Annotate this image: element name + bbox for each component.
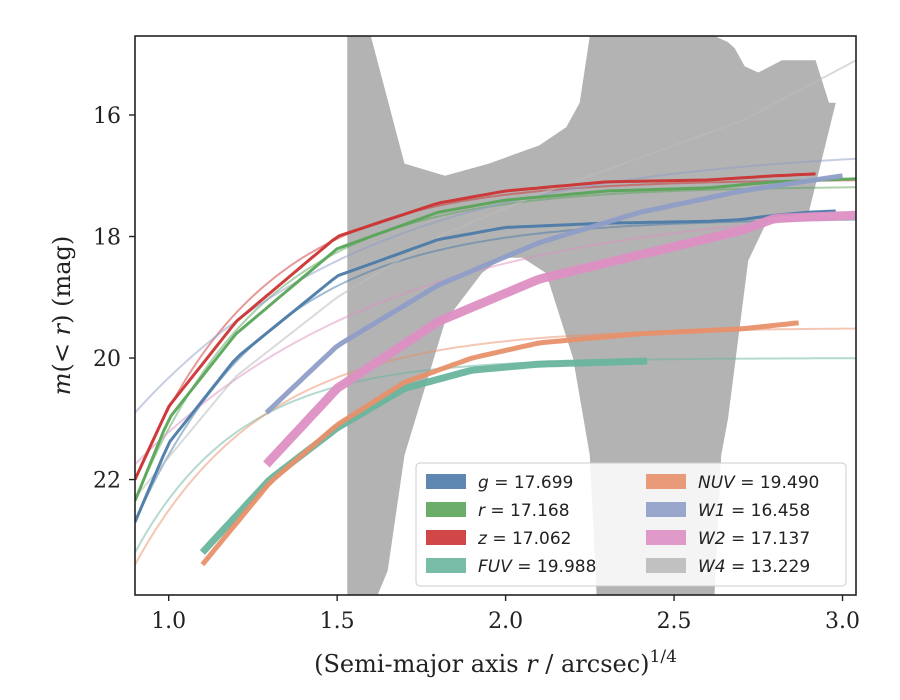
x-tick-label: 1.5: [320, 609, 355, 634]
series-fit-z: [135, 179, 856, 480]
series-fit-fuv: [135, 357, 856, 553]
legend-box: [415, 462, 847, 587]
x-tick-label: 2.0: [488, 609, 523, 634]
series-line-w2: [263, 210, 856, 468]
legend-swatch-nuv: [646, 474, 686, 489]
legend-swatch-r: [426, 502, 466, 517]
legend-label-w1: W1 = 16.458: [698, 501, 810, 521]
series-line-nuv: [200, 320, 799, 567]
x-tick-label: 3.0: [825, 609, 860, 634]
y-axis-label: m(< r) (mag): [48, 236, 76, 396]
x-tick-label: 2.5: [657, 609, 692, 634]
w4-uncertainty-band: [347, 36, 836, 595]
axes-layer: 1.0 1.5 2.0 2.5 3.0 16 18 20 22 (Semi-major axis …: [48, 35, 860, 678]
y-tick-label: 18: [93, 226, 121, 251]
series-fit-w4: [135, 59, 856, 499]
series-line-g: [135, 209, 836, 523]
legend-label-z: z = 17.062: [477, 529, 571, 549]
w4-uncertainty-band-layer: [347, 36, 836, 595]
series-lines-layer: [135, 59, 856, 567]
legend-swatch-z: [426, 530, 466, 545]
legend-swatch-fuv: [426, 558, 466, 573]
legend-label-w4: W4 = 13.229: [698, 557, 810, 577]
series-fit-w1: [135, 157, 856, 414]
legend-label-w2: W2 = 17.137: [698, 529, 810, 549]
legend-swatch-g: [426, 474, 466, 489]
x-tick-label: 1.0: [151, 609, 186, 634]
legend-label-g: g = 17.699: [478, 473, 573, 493]
legend-swatch-w1: [646, 502, 686, 517]
series-fit-w2: [135, 215, 856, 466]
y-tick-label: 20: [93, 347, 121, 372]
series-line-r: [135, 177, 856, 502]
plot-frame: [134, 35, 857, 596]
y-tick-label: 16: [93, 104, 121, 129]
y-tick-label: 22: [93, 469, 121, 494]
legend-swatch-w4: [646, 558, 686, 573]
legend: g = 17.699 r = 17.168 z = 17.062 FUV = 19.9…: [415, 462, 847, 587]
x-axis-label: (Semi-major axis r / arcsec)1/4: [314, 647, 677, 678]
legend-label-r: r = 17.168: [478, 501, 570, 521]
legend-swatch-w2: [646, 530, 686, 545]
series-line-w1: [264, 173, 843, 415]
series-line-z: [135, 172, 816, 481]
legend-label-fuv: FUV = 19.988: [478, 557, 596, 577]
legend-label-nuv: NUV = 19.490: [698, 473, 819, 493]
